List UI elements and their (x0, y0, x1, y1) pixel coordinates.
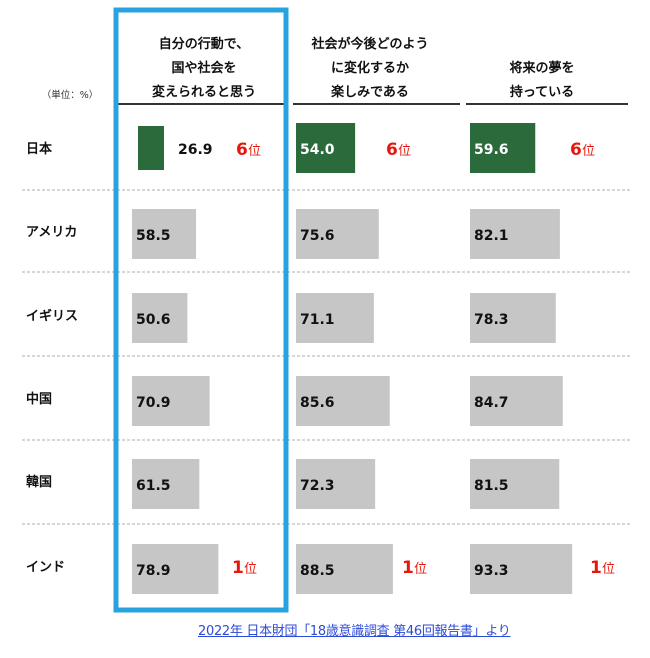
country-label-4: 韓国 (26, 474, 52, 490)
country-label-5: インド (26, 560, 65, 575)
rank-number-3: 1 (232, 558, 244, 578)
rank-number-1: 6 (386, 140, 398, 160)
column-header-2-line-1: 持っている (510, 84, 574, 100)
rank-number-5: 1 (590, 558, 602, 578)
rank-suffix-2: 位 (582, 144, 595, 159)
source-link[interactable]: 2022年 日本財団「18歳意識調査 第46回報告書」より (198, 624, 511, 639)
value-label-1-5: 88.5 (300, 563, 335, 579)
bar-0-4 (132, 459, 200, 509)
rank-suffix-1: 位 (398, 144, 411, 159)
value-label-2-2: 78.3 (474, 312, 509, 328)
value-label-0-5: 78.9 (136, 563, 171, 579)
value-label-1-3: 85.6 (300, 395, 335, 411)
rank-number-2: 6 (570, 140, 582, 160)
rank-suffix-3: 位 (244, 562, 257, 577)
bar-1-4 (296, 459, 376, 509)
bar-2-2 (470, 293, 556, 343)
highlight-frame (113, 7, 289, 613)
rank-number-4: 1 (402, 558, 414, 578)
bar-2-0 (470, 123, 536, 173)
column-header-1-line-1: に変化するか (331, 60, 409, 76)
rank-suffix-4: 位 (414, 562, 427, 577)
value-label-2-5: 93.3 (474, 563, 509, 579)
bar-2-4 (470, 459, 560, 509)
value-label-2-4: 81.5 (474, 478, 509, 494)
value-label-2-1: 82.1 (474, 228, 509, 244)
bar-0-2 (132, 293, 188, 343)
bar-2-5 (470, 544, 573, 594)
value-label-0-4: 61.5 (136, 478, 171, 494)
value-label-0-2: 50.6 (136, 312, 171, 328)
rank-suffix-0: 位 (248, 144, 261, 159)
bar-1-3 (296, 376, 390, 426)
value-label-1-1: 75.6 (300, 228, 335, 244)
unit-label: （単位：%） (42, 89, 99, 101)
column-header-0-line-2: 変えられると思う (152, 84, 256, 100)
bar-2-1 (470, 209, 560, 259)
bar-0-3 (132, 376, 210, 426)
column-header-1-line-2: 楽しみである (330, 84, 409, 100)
column-header-0-line-1: 国や社会を (171, 60, 236, 76)
rank-suffix-5: 位 (602, 562, 615, 577)
bar-1-0 (296, 123, 356, 173)
bar-0-0 (138, 126, 164, 170)
value-label-0-3: 70.9 (136, 395, 171, 411)
column-header-2-line-0: 将来の夢を (509, 60, 574, 76)
value-label-2-0: 59.6 (474, 142, 509, 158)
column-header-1-line-0: 社会が今後どのよう (310, 36, 428, 52)
bar-1-1 (296, 209, 379, 259)
value-label-0-0: 26.9 (178, 142, 213, 158)
rank-number-0: 6 (236, 140, 248, 160)
bar-0-1 (132, 209, 197, 259)
bar-2-3 (470, 376, 563, 426)
value-label-1-2: 71.1 (300, 312, 335, 328)
country-label-3: 中国 (26, 391, 52, 407)
bar-1-5 (296, 544, 393, 594)
value-label-1-0: 54.0 (300, 142, 335, 158)
country-label-2: イギリス (26, 308, 78, 324)
value-label-1-4: 72.3 (300, 478, 335, 494)
country-label-0: 日本 (26, 141, 52, 157)
value-label-2-3: 84.7 (474, 395, 509, 411)
value-label-0-1: 58.5 (136, 228, 171, 244)
column-header-0-line-0: 自分の行動で、 (159, 36, 249, 52)
country-label-1: アメリカ (26, 225, 77, 240)
bar-1-2 (296, 293, 374, 343)
bar-0-5 (132, 544, 219, 594)
